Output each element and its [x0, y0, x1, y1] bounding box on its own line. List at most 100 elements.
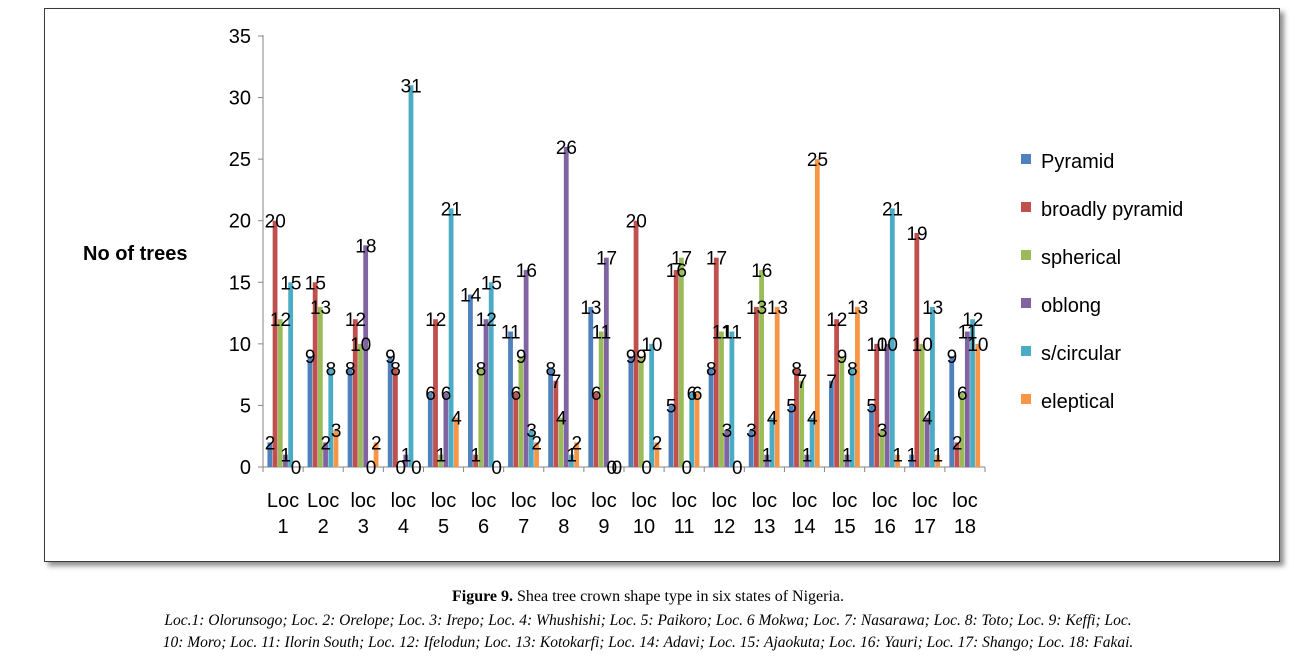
x-tick-label-line: 10: [633, 516, 655, 538]
bar-value-label: 17: [671, 249, 692, 270]
bar: [574, 442, 580, 467]
bar-value-label: 1: [436, 446, 447, 467]
legend-entry: spherical: [1041, 247, 1121, 269]
bar: [975, 343, 981, 467]
chart-legend: Pyramid broadly pyramid spherical oblong s/c…: [1021, 151, 1183, 413]
x-tick-label: loc 10: [631, 490, 657, 538]
bar: [654, 442, 660, 467]
bar: [347, 368, 353, 467]
bar: [799, 380, 805, 467]
x-tick-label-line: loc: [511, 490, 537, 512]
bar-value-label: 13: [767, 298, 788, 319]
bar-value-label: 0: [641, 458, 652, 479]
bar-value-label: 15: [305, 273, 326, 294]
figure-caption-text: Shea tree crown shape type in six states…: [513, 588, 845, 605]
legend-entry: oblong: [1041, 295, 1101, 317]
bar: [283, 454, 288, 467]
legend-swatch: [1021, 298, 1031, 308]
bar-value-label: 7: [551, 372, 562, 393]
bar-value-label: 2: [652, 433, 663, 454]
legend-swatch: [1021, 154, 1031, 164]
y-tick-label: 0: [240, 457, 251, 479]
bar-value-label: 11: [591, 323, 611, 344]
bar-value-label: 0: [395, 458, 406, 479]
x-tick-label-line: 15: [833, 516, 855, 538]
bar: [673, 269, 679, 467]
legend-swatch: [1021, 250, 1031, 260]
bar-value-label: 10: [866, 335, 887, 356]
bar-value-label: 21: [882, 199, 903, 220]
bar: [759, 269, 764, 467]
bar: [788, 405, 794, 467]
bar-value-label: 2: [952, 433, 963, 454]
legend-entry: s/circular: [1041, 343, 1121, 365]
bar: [392, 368, 398, 467]
x-tick-label-line: loc: [952, 490, 978, 512]
bar-value-label: 16: [516, 261, 537, 282]
bar: [713, 257, 719, 467]
bar-value-label: 21: [441, 199, 462, 220]
x-tick-label: loc 14: [792, 490, 818, 538]
figure-caption: Figure 9. Shea tree crown shape type in …: [0, 588, 1296, 606]
bar-value-label: 1: [471, 446, 482, 467]
bar-value-label: 12: [425, 310, 446, 331]
bar-value-label: 9: [385, 347, 396, 368]
bar-value-label: 20: [626, 212, 647, 233]
bar-value-label: 14: [460, 286, 482, 307]
bar-value-label: 4: [922, 409, 933, 430]
bar-value-label: 1: [566, 446, 577, 467]
bar: [433, 319, 438, 467]
bar-value-label: 13: [922, 298, 943, 319]
bar-value-label: 7: [826, 372, 837, 393]
bar: [849, 368, 855, 467]
x-tick-label-line: 18: [954, 516, 976, 538]
bar: [839, 356, 845, 467]
x-tick-label-line: loc: [631, 490, 657, 512]
bar-value-label: 2: [531, 433, 542, 454]
x-tick-label: Loc 2: [307, 490, 339, 538]
bar: [668, 405, 674, 467]
bar: [473, 454, 479, 467]
x-tick-label: loc 17: [912, 490, 938, 538]
bar-value-label: 6: [591, 384, 602, 405]
bar: [889, 208, 895, 467]
x-tick-label: loc 4: [391, 490, 417, 538]
bar-value-label: 0: [681, 458, 692, 479]
bar-value-label: 10: [967, 335, 988, 356]
x-tick-label-line: loc: [711, 490, 737, 512]
bar: [312, 282, 318, 467]
bar-value-label: 1: [802, 446, 813, 467]
bar: [488, 282, 494, 467]
legend-swatch: [1021, 346, 1031, 356]
bar: [804, 454, 810, 467]
bar-value-label: 16: [666, 261, 687, 282]
bar-value-label: 10: [912, 335, 933, 356]
bar-value-label: 4: [451, 409, 462, 430]
bar: [558, 417, 564, 467]
bar: [694, 393, 700, 467]
bar-value-label: 6: [687, 384, 698, 405]
bar-value-label: 15: [280, 273, 301, 294]
bar-value-label: 11: [722, 323, 742, 344]
bar-value-label: 1: [280, 446, 291, 467]
x-tick-label-line: 8: [558, 516, 569, 538]
bar: [884, 343, 890, 467]
bar: [855, 306, 860, 467]
bar-value-label: 4: [767, 409, 778, 430]
bar: [959, 393, 965, 467]
bar: [724, 430, 730, 467]
bar-value-label: 0: [606, 458, 617, 479]
x-tick-label-line: 3: [358, 516, 369, 538]
bar-value-label: 7: [797, 372, 808, 393]
bar: [588, 306, 594, 467]
bar-value-label: 26: [556, 138, 577, 159]
x-tick-label-line: loc: [832, 490, 858, 512]
bar-value-label: 8: [791, 359, 802, 380]
bar-value-label: 8: [546, 359, 557, 380]
chart-bars: [267, 85, 981, 468]
bar: [563, 146, 569, 468]
bar-value-label: 2: [320, 433, 331, 454]
bar: [534, 442, 539, 467]
chart-frame: 2 20 12 1 15 0 9 15 13 2 8 3 8 12 10 18 0 2 9 8 0 1 31 0 6 12 1 6 21…: [44, 8, 1280, 562]
bar-value-label: 17: [706, 249, 727, 270]
